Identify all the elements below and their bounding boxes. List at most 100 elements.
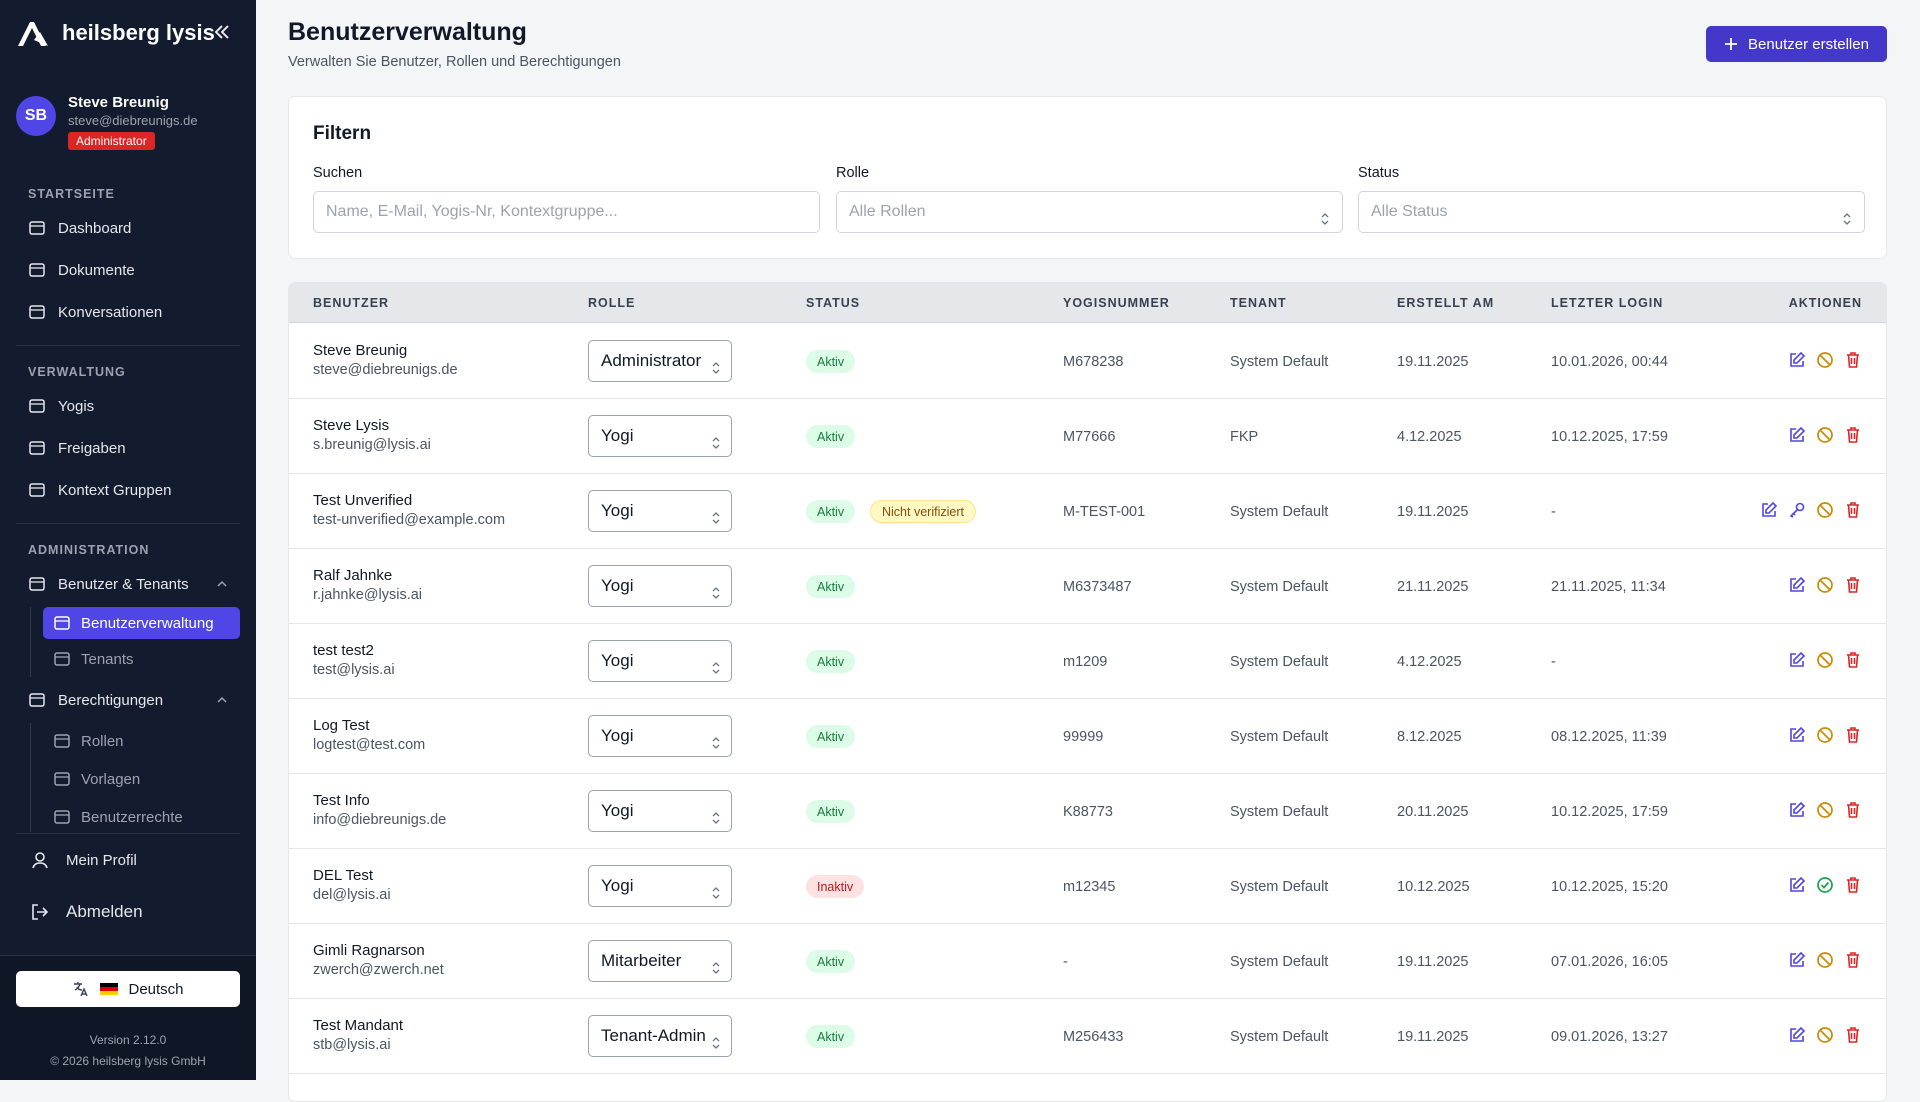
- language: Deutsch: [128, 981, 183, 998]
- role-select[interactable]: Yogi: [588, 565, 732, 607]
- nav-subitem[interactable]: Vorlagen: [43, 761, 240, 797]
- user-role: Administrator: [68, 132, 155, 150]
- nav-subitem[interactable]: Tenants: [43, 641, 240, 677]
- nav-item[interactable]: Freigaben: [16, 427, 240, 469]
- role-select[interactable]: Yogi: [588, 790, 732, 832]
- edit-button[interactable]: [1788, 726, 1806, 744]
- nav-item[interactable]: Berechtigungen: [16, 679, 240, 721]
- deactivate-button[interactable]: [1816, 951, 1834, 969]
- filter-select[interactable]: Alle Status: [1358, 191, 1865, 233]
- deactivate-button[interactable]: [1816, 726, 1834, 744]
- user-email: del@lysis.ai: [313, 887, 391, 903]
- edit-button[interactable]: [1760, 501, 1778, 519]
- avatar: SB: [16, 96, 56, 136]
- user-name: Ralf Jahnke: [313, 567, 392, 584]
- user-name: Test Mandant: [313, 1017, 403, 1034]
- table-row: Test Unverifiedtest-unverified@example.c…: [289, 474, 1886, 549]
- delete-button[interactable]: [1844, 651, 1862, 669]
- row-actions: [1788, 426, 1862, 444]
- nav-subitem[interactable]: Rollen: [43, 723, 240, 759]
- last-login: 21.11.2025, 11:34: [1551, 579, 1666, 595]
- role-select[interactable]: Tenant-Admin: [588, 1015, 732, 1057]
- nav-item[interactable]: Kontext Gruppen: [16, 469, 240, 511]
- nav-item[interactable]: Konversationen: [16, 291, 240, 333]
- nav-item[interactable]: Benutzer & Tenants: [16, 563, 240, 605]
- collapse-button[interactable]: [212, 22, 232, 42]
- nav-subitem[interactable]: Benutzerverwaltung: [43, 607, 240, 639]
- search-input[interactable]: Name, E-Mail, Yogis-Nr, Kontextgruppe...: [313, 191, 820, 233]
- yogis-number: m12345: [1063, 879, 1115, 895]
- deactivate-button[interactable]: [1816, 426, 1834, 444]
- role-select[interactable]: Yogi: [588, 865, 732, 907]
- user-name: DEL Test: [313, 867, 373, 884]
- role-select[interactable]: Yogi: [588, 415, 732, 457]
- edit-button[interactable]: [1788, 351, 1806, 369]
- tenant: System Default: [1230, 879, 1328, 895]
- delete-button[interactable]: [1844, 576, 1862, 594]
- role-select[interactable]: Yogi: [588, 715, 732, 757]
- tenant: System Default: [1230, 954, 1328, 970]
- tenant: System Default: [1230, 504, 1328, 520]
- flag: [100, 983, 118, 995]
- nav-item[interactable]: Mein Profil: [16, 834, 240, 886]
- tenant: System Default: [1230, 1029, 1328, 1045]
- delete-button[interactable]: [1844, 426, 1862, 444]
- edit-button[interactable]: [1788, 426, 1806, 444]
- nav-icon: [28, 481, 46, 499]
- deactivate-button[interactable]: [1816, 651, 1834, 669]
- delete-button[interactable]: [1844, 876, 1862, 894]
- language-button[interactable]: Deutsch: [16, 971, 240, 1007]
- create-user-button[interactable]: Benutzer erstellen: [1706, 26, 1887, 62]
- table-row: Ralf Jahnker.jahnke@lysis.aiYogiAktivM63…: [289, 549, 1886, 624]
- brand[interactable]: heilsberg lysis: [16, 18, 215, 48]
- password-button[interactable]: [1788, 501, 1806, 519]
- edit-button[interactable]: [1788, 1026, 1806, 1044]
- copyright: © 2026 heilsberg lysis GmbH: [0, 1054, 256, 1068]
- nav-item[interactable]: Dashboard: [16, 207, 240, 249]
- status-badge: Aktiv: [806, 500, 855, 523]
- yogis-number: m1209: [1063, 654, 1107, 670]
- edit-button[interactable]: [1788, 576, 1806, 594]
- deactivate-button[interactable]: [1816, 351, 1834, 369]
- nav-item[interactable]: Yogis: [16, 385, 240, 427]
- nav-icon: [53, 808, 71, 826]
- nav-icon: [28, 439, 46, 457]
- edit-button[interactable]: [1788, 876, 1806, 894]
- nav-label: Konversationen: [58, 304, 162, 321]
- deactivate-button[interactable]: [1816, 576, 1834, 594]
- tenant: FKP: [1230, 429, 1258, 445]
- nav-label: Tenants: [81, 651, 134, 668]
- column-header: ROLLE: [588, 296, 635, 310]
- activate-button[interactable]: [1816, 876, 1834, 894]
- deactivate-button[interactable]: [1816, 801, 1834, 819]
- role-select[interactable]: Mitarbeiter: [588, 940, 732, 982]
- last-login: 10.12.2025, 17:59: [1551, 429, 1668, 445]
- role-select[interactable]: Yogi: [588, 640, 732, 682]
- role-value: Yogi: [601, 501, 633, 521]
- delete-button[interactable]: [1844, 1026, 1862, 1044]
- edit-button[interactable]: [1788, 651, 1806, 669]
- role-select[interactable]: Administrator: [588, 340, 732, 382]
- deactivate-button[interactable]: [1816, 1026, 1834, 1044]
- delete-button[interactable]: [1844, 501, 1862, 519]
- deactivate-button[interactable]: [1816, 501, 1834, 519]
- delete-button[interactable]: [1844, 951, 1862, 969]
- nav-section: VERWALTUNGYogisFreigabenKontext Gruppen: [16, 346, 240, 524]
- delete-button[interactable]: [1844, 351, 1862, 369]
- nav-item[interactable]: Dokumente: [16, 249, 240, 291]
- yogis-number: K88773: [1063, 804, 1113, 820]
- nav-subitem[interactable]: Benutzerrechte: [43, 799, 240, 832]
- delete-button[interactable]: [1844, 801, 1862, 819]
- delete-button[interactable]: [1844, 726, 1862, 744]
- filter-select[interactable]: Alle Rollen: [836, 191, 1343, 233]
- nav-icon: [30, 902, 50, 922]
- role-value: Administrator: [601, 351, 701, 371]
- nav-icon: [53, 614, 71, 632]
- edit-button[interactable]: [1788, 951, 1806, 969]
- nav-item[interactable]: Abmelden: [16, 886, 240, 938]
- edit-button[interactable]: [1788, 801, 1806, 819]
- yogis-number: -: [1063, 954, 1068, 970]
- created-at: 21.11.2025: [1397, 579, 1469, 595]
- role-select[interactable]: Yogi: [588, 490, 732, 532]
